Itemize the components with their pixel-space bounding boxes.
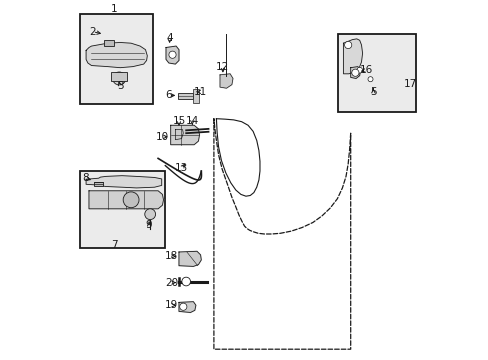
Circle shape	[344, 41, 351, 49]
Text: 2: 2	[89, 27, 96, 37]
Polygon shape	[179, 302, 196, 312]
Text: 19: 19	[165, 300, 178, 310]
Polygon shape	[175, 130, 183, 140]
Circle shape	[182, 277, 190, 286]
Polygon shape	[170, 125, 199, 145]
Text: 16: 16	[359, 65, 372, 75]
Text: 15: 15	[172, 116, 185, 126]
Text: 17: 17	[403, 78, 416, 89]
Circle shape	[351, 69, 358, 76]
Circle shape	[168, 51, 176, 58]
Text: 5: 5	[369, 87, 376, 97]
Bar	[337, 34, 415, 112]
Text: 11: 11	[194, 87, 207, 97]
Polygon shape	[179, 251, 201, 266]
Text: 12: 12	[216, 62, 229, 72]
Bar	[178, 93, 193, 99]
Text: 3: 3	[117, 81, 123, 91]
Polygon shape	[220, 74, 232, 88]
Text: 14: 14	[185, 116, 199, 126]
Circle shape	[356, 67, 362, 73]
Circle shape	[144, 209, 155, 220]
Text: 7: 7	[111, 240, 117, 250]
Text: 6: 6	[165, 90, 172, 100]
Polygon shape	[343, 39, 362, 74]
Text: 20: 20	[165, 278, 178, 288]
Text: 8: 8	[82, 173, 88, 183]
Polygon shape	[86, 176, 162, 188]
Text: 4: 4	[166, 33, 173, 43]
Bar	[94, 182, 103, 186]
Text: 13: 13	[175, 163, 188, 174]
Circle shape	[113, 72, 125, 85]
Bar	[193, 89, 199, 103]
Bar	[80, 171, 165, 248]
Circle shape	[367, 77, 372, 82]
Text: 10: 10	[156, 132, 169, 142]
Circle shape	[179, 303, 186, 310]
Bar	[111, 72, 127, 81]
Bar	[80, 14, 152, 104]
Bar	[104, 40, 114, 46]
Text: 1: 1	[111, 4, 117, 14]
Text: 9: 9	[145, 220, 152, 230]
Polygon shape	[86, 42, 147, 68]
Polygon shape	[350, 67, 360, 78]
Text: 18: 18	[165, 251, 178, 261]
Circle shape	[123, 192, 139, 208]
Polygon shape	[166, 46, 179, 64]
Polygon shape	[89, 191, 163, 209]
